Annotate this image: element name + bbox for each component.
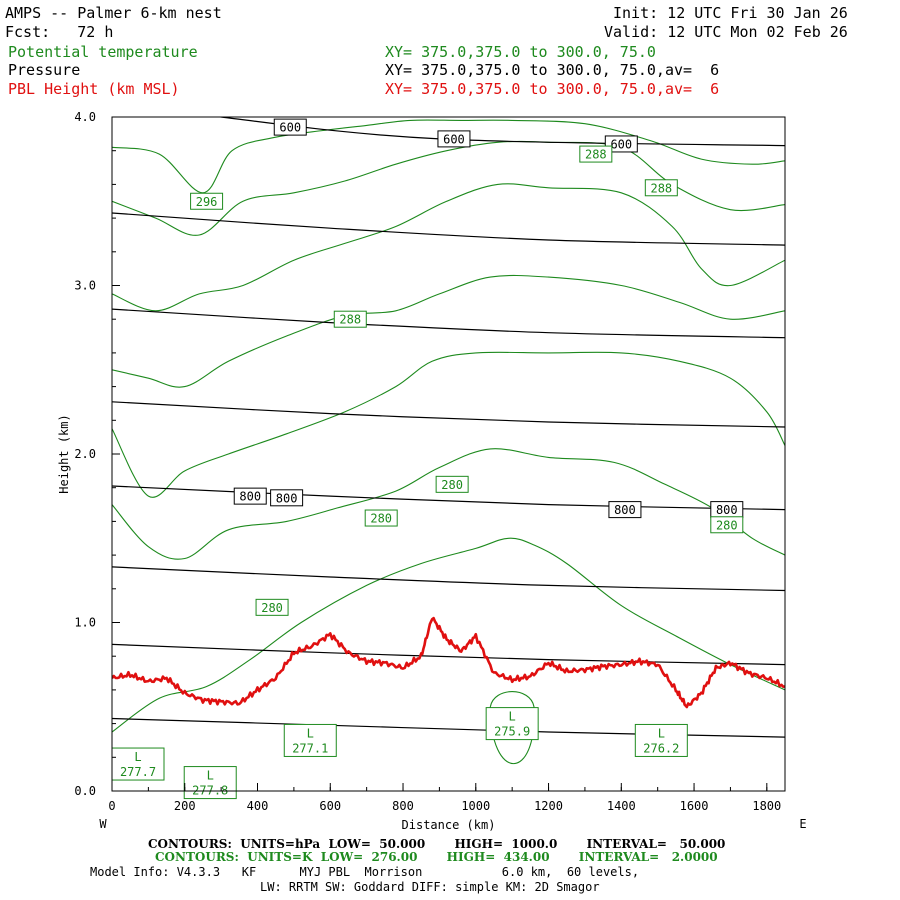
theta-isentrope-5 [112, 140, 785, 236]
low-box-2 [634, 723, 688, 757]
pressure-label-2-box [604, 135, 638, 153]
theta-label-2-box [644, 179, 678, 197]
low-symbol-2: L [658, 726, 665, 740]
pressure-label-3-box [233, 487, 267, 505]
low-box-3 [111, 747, 165, 781]
x-tick-label-0: 0 [108, 799, 115, 813]
isobar-850 [112, 643, 785, 666]
footer-theta-contours: CONTOURS: UNITS=K LOW= 276.00 HIGH= 434.… [155, 850, 718, 864]
footer-model-info: Model Info: V4.3.3 KF MYJ PBL Morrison 6… [90, 865, 640, 879]
pressure-label-0-box [273, 118, 307, 136]
field-theta-name: Potential temperature [8, 43, 198, 61]
y-axis-label: Height (km) [57, 414, 71, 493]
low-box-4 [183, 766, 237, 800]
forecast-hour: Fcst: 72 h [5, 23, 114, 41]
pressure-label-5-box [608, 501, 642, 519]
plot-frame [111, 116, 786, 792]
theta-label-7-box [255, 598, 289, 616]
low-value-3: 277.7 [120, 765, 156, 779]
pressure-label-0: 600 [279, 121, 301, 135]
low-box-1 [485, 707, 539, 741]
footer-physics: LW: RRTM SW: Goddard DIFF: simple KM: 2D… [260, 880, 600, 894]
theta-label-2: 288 [650, 181, 672, 195]
axes: 0 200 400 600 800 1000 1200 1400 1600 1800 0.0 1.0 2… [57, 110, 807, 832]
low-value-2: 276.2 [643, 741, 679, 755]
y-tick-label-3.0: 3.0 [74, 279, 96, 293]
contour-labels: 600 600 600 800 800 800 800 296 288 288 288 280 280 2… [111, 118, 744, 800]
pressure-label-6: 800 [716, 503, 738, 517]
x-tick-label-1600: 1600 [680, 799, 709, 813]
field-pbl-xy: XY= 375.0,375.0 to 300.0, 75.0,av= 6 [385, 80, 720, 98]
theta-label-5: 280 [370, 512, 392, 526]
theta-label-7: 280 [261, 601, 283, 615]
field-theta-xy: XY= 375.0,375.0 to 300.0, 75.0 [385, 43, 656, 61]
init-time: Init: 12 UTC Fri 30 Jan 26 [613, 4, 848, 22]
isobar-600 [112, 212, 785, 246]
pressure-label-2: 600 [610, 137, 632, 151]
theta-isentrope-2 [112, 351, 785, 498]
pbl-height-line [112, 616, 785, 709]
y-tick-label-1.0: 1.0 [74, 616, 96, 630]
pressure-label-5: 800 [614, 503, 636, 517]
theta-label-3: 288 [339, 313, 361, 327]
isobar-650 [112, 308, 785, 339]
theta-label-4-box [435, 475, 469, 493]
theta-label-6-box [710, 516, 744, 534]
pressure-label-1-box [437, 130, 471, 148]
field-pressure-name: Pressure [8, 61, 81, 79]
pbl-height-series [112, 616, 785, 709]
theta-label-1-box [579, 145, 613, 163]
isobar-750 [112, 485, 785, 511]
low-symbol-4: L [207, 769, 214, 783]
footer-pressure-contours: CONTOURS: UNITS=hPa LOW= 50.000 HIGH= 10… [148, 837, 726, 851]
valid-time: Valid: 12 UTC Mon 02 Feb 26 [604, 23, 848, 41]
y-tick-label-0.0: 0.0 [74, 784, 96, 798]
theta-isentrope-3 [112, 274, 785, 388]
pressure-label-1: 600 [443, 132, 465, 146]
theta-label-4: 280 [441, 478, 463, 492]
x-endpoint-west: W [99, 817, 107, 831]
theta-label-0: 296 [196, 195, 218, 209]
x-tick-label-800: 800 [392, 799, 414, 813]
theta-isentrope-1 [112, 448, 785, 560]
theta-isentrope-6 [112, 119, 785, 194]
x-tick-label-400: 400 [247, 799, 269, 813]
theta-label-0-box [190, 192, 224, 210]
x-tick-label-600: 600 [319, 799, 341, 813]
low-symbol-3: L [134, 750, 141, 764]
theta-isentrope-4 [112, 183, 785, 312]
theta-label-3-box [333, 310, 367, 328]
low-symbol-1: L [509, 710, 516, 724]
theta-label-5-box [364, 509, 398, 527]
y-tick-label-4.0: 4.0 [74, 110, 96, 124]
x-tick-label-1200: 1200 [534, 799, 563, 813]
x-axis-label: Distance (km) [402, 818, 496, 832]
theta-isentrope-0 [112, 537, 785, 733]
theta-contours [112, 119, 785, 764]
isobar-700 [112, 401, 785, 428]
low-symbol-0: L [307, 726, 314, 740]
x-tick-label-200: 200 [174, 799, 196, 813]
x-endpoint-east: E [799, 817, 806, 831]
theta-label-6: 280 [716, 518, 738, 532]
pressure-contours [112, 117, 785, 738]
low-box-0 [283, 723, 337, 757]
isobar-550 [216, 117, 785, 147]
chart-title: AMPS -- Palmer 6-km nest [5, 4, 222, 22]
x-tick-label-1800: 1800 [752, 799, 781, 813]
pressure-label-4: 800 [276, 491, 298, 505]
isobar-800 [112, 566, 785, 592]
y-tick-label-2.0: 2.0 [74, 447, 96, 461]
low-value-1: 275.9 [494, 725, 530, 739]
pressure-label-4-box [270, 489, 304, 507]
x-tick-label-1400: 1400 [607, 799, 636, 813]
field-pbl-name: PBL Height (km MSL) [8, 80, 180, 98]
pressure-label-3: 800 [239, 490, 261, 504]
field-pressure-xy: XY= 375.0,375.0 to 300.0, 75.0,av= 6 [385, 61, 720, 79]
x-tick-label-1000: 1000 [461, 799, 490, 813]
low-value-0: 277.1 [292, 741, 328, 755]
theta-label-1: 288 [585, 148, 607, 162]
